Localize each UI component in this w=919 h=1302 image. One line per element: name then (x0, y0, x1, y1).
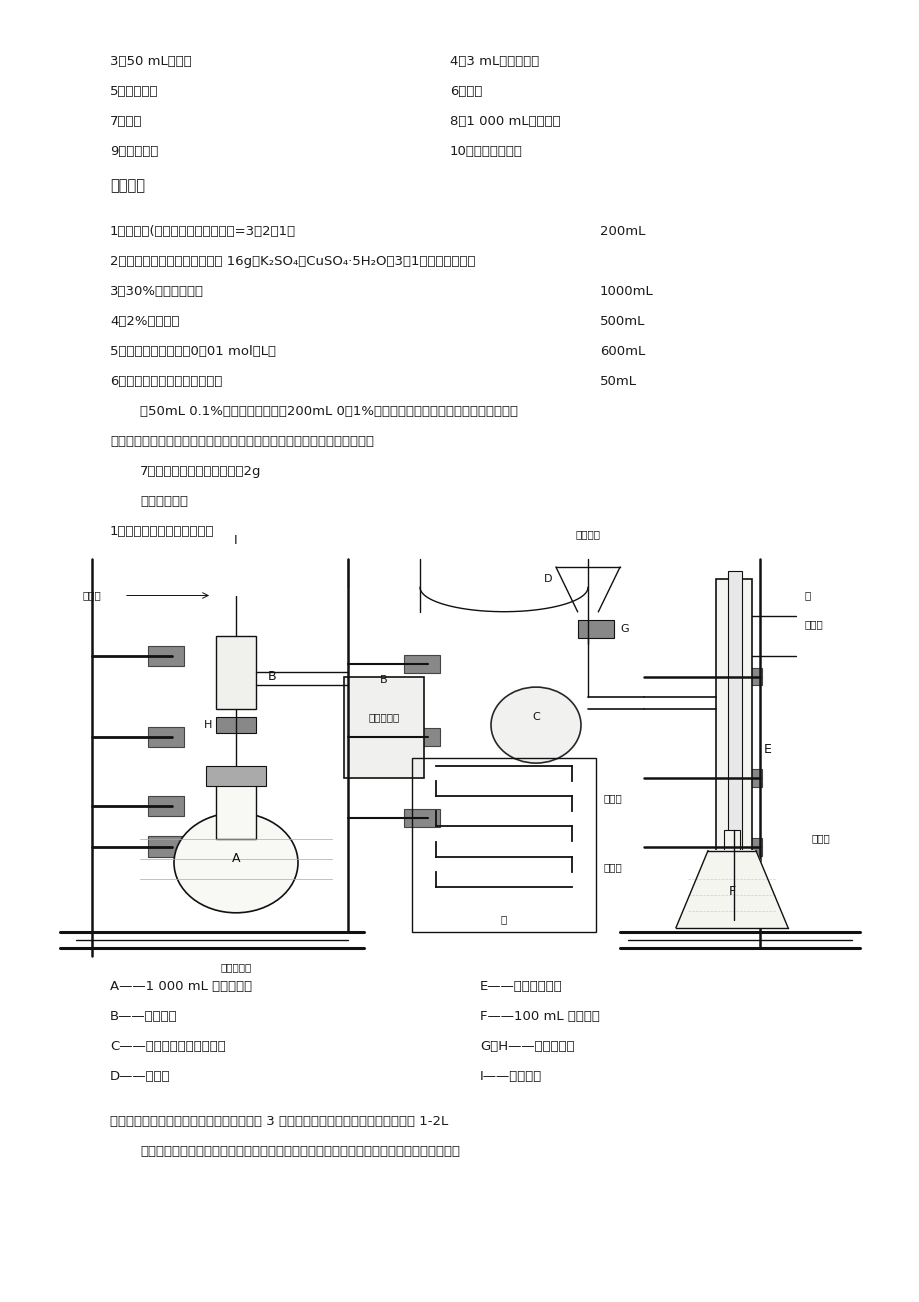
Text: 吸收瓶: 吸收瓶 (811, 833, 830, 844)
Text: 9．小玻璃珠: 9．小玻璃珠 (110, 145, 158, 158)
Bar (403, 810, 439, 827)
Bar (148, 727, 184, 747)
Text: 4．2%硼酸溶液: 4．2%硼酸溶液 (110, 315, 179, 328)
Text: B: B (267, 671, 277, 684)
Ellipse shape (491, 687, 581, 763)
Text: 四、试剂: 四、试剂 (110, 178, 145, 193)
Bar (403, 728, 439, 746)
Text: 500mL: 500mL (599, 315, 644, 328)
Text: G，H——橡皮管夹；: G，H——橡皮管夹； (480, 1040, 574, 1053)
Text: D——漏斗；: D——漏斗； (110, 1070, 170, 1083)
Text: 反应管: 反应管 (604, 793, 622, 803)
Text: C——连有氮气球的蒸馏器；: C——连有氮气球的蒸馏器； (110, 1040, 225, 1053)
Text: 隔热套: 隔热套 (604, 862, 622, 872)
Text: 600mL: 600mL (599, 345, 644, 358)
Bar (403, 655, 439, 673)
Bar (216, 777, 255, 838)
Bar (732, 668, 762, 685)
Bar (206, 766, 266, 786)
Text: 7．市售标准面粉和富强粉各2g: 7．市售标准面粉和富强粉各2g (140, 465, 261, 478)
Text: 3．30%氢氧化钠溶液: 3．30%氢氧化钠溶液 (110, 285, 204, 298)
Ellipse shape (174, 812, 298, 913)
Text: 5．分析天甲: 5．分析天甲 (110, 85, 158, 98)
Text: 由50mL 0.1%甲烯蓝乙醇溶液与200mL 0．1%甲基红乙醇溶液混合配成，贮于棕色瓶中: 由50mL 0.1%甲烯蓝乙醇溶液与200mL 0．1%甲基红乙醇溶液混合配成，… (140, 405, 517, 418)
Bar (412, 758, 596, 932)
Bar (732, 837, 762, 855)
Bar (148, 646, 184, 667)
Text: 样品入口: 样品入口 (575, 529, 600, 539)
Bar (216, 717, 255, 733)
Text: 1000mL: 1000mL (599, 285, 653, 298)
Text: 8．1 000 mL蒸馏烧瓶: 8．1 000 mL蒸馏烧瓶 (449, 115, 560, 128)
Text: 1．凯氏定氮仪的构造和安装: 1．凯氏定氮仪的构造和安装 (110, 525, 214, 538)
Text: 五、操作方法: 五、操作方法 (140, 495, 187, 508)
Text: E: E (763, 743, 771, 756)
Text: I: I (234, 534, 237, 547)
Text: 水: 水 (803, 591, 810, 600)
Text: 200mL: 200mL (599, 225, 644, 238)
Bar (578, 620, 613, 638)
Bar (715, 579, 751, 911)
Text: F——100 mL 锥形瓶；: F——100 mL 锥形瓶； (480, 1010, 599, 1023)
Text: B——安全瓶；: B——安全瓶； (110, 1010, 177, 1023)
Text: B: B (380, 674, 388, 685)
Text: 6．混合指示剂（田氏指示剂）: 6．混合指示剂（田氏指示剂） (110, 375, 222, 388)
Bar (727, 572, 741, 919)
Text: 备用。这种指示剂酸性时为紫红色，碱性时为绿色。变色范围很窄且灵敏。: 备用。这种指示剂酸性时为紫红色，碱性时为绿色。变色范围很窄且灵敏。 (110, 435, 374, 448)
Text: 水: 水 (500, 914, 506, 924)
Text: A: A (232, 853, 240, 866)
Text: A——1 000 mL 圆底烧瓶；: A——1 000 mL 圆底烧瓶； (110, 980, 252, 993)
Text: 1．消化液(过氧化氢：浓硫酸：水=3：2：1）: 1．消化液(过氧化氢：浓硫酸：水=3：2：1） (110, 225, 296, 238)
Text: 3．50 mL容量瓶: 3．50 mL容量瓶 (110, 55, 191, 68)
Bar (216, 635, 255, 708)
Text: 汽水分离管: 汽水分离管 (368, 712, 399, 723)
Text: F: F (728, 884, 735, 897)
Bar (344, 677, 424, 777)
Bar (148, 836, 184, 857)
Text: 6．烘箱: 6．烘箱 (449, 85, 482, 98)
Text: 2．粉末硫酸钾一硫酸铜混合物 16g，K₂SO₄与CuSO₄·5H₂O以3：1配比研磨混合。: 2．粉末硫酸钾一硫酸铜混合物 16g，K₂SO₄与CuSO₄·5H₂O以3：1配… (110, 255, 475, 268)
Text: I——安全管。: I——安全管。 (480, 1070, 541, 1083)
Text: 10．远红外消煮炉: 10．远红外消煮炉 (449, 145, 522, 158)
Text: 安全管: 安全管 (83, 591, 101, 600)
Text: 7．电炉: 7．电炉 (110, 115, 142, 128)
Text: 50mL: 50mL (599, 375, 636, 388)
Bar (148, 796, 184, 816)
Bar (732, 769, 762, 786)
Text: 冷凝管: 冷凝管 (803, 618, 822, 629)
Text: （升）容积的烧瓶。蒸汽发生器借橡皮管与反应管相连，反应管上端有一个玻璃杯，其上端: （升）容积的烧瓶。蒸汽发生器借橡皮管与反应管相连，反应管上端有一个玻璃杯，其上端 (140, 1144, 459, 1157)
Text: D: D (543, 574, 551, 585)
Text: 5．标准盐酸溶液（约0．01 mol／L）: 5．标准盐酸溶液（约0．01 mol／L） (110, 345, 276, 358)
Text: H: H (203, 720, 211, 730)
Text: 凯氏定氮仪由蒸汽发生器、反应管及冷凝器 3 部分组成。蒸汽发生器包括电炉及一个 1-2L: 凯氏定氮仪由蒸汽发生器、反应管及冷凝器 3 部分组成。蒸汽发生器包括电炉及一个 … (110, 1115, 448, 1128)
Polygon shape (675, 850, 788, 927)
Text: 4．3 mL微量滴定管: 4．3 mL微量滴定管 (449, 55, 539, 68)
Text: G: G (619, 624, 628, 634)
Text: 蒸汽发生瓶: 蒸汽发生瓶 (221, 962, 252, 973)
Bar (723, 831, 739, 850)
Text: C: C (531, 712, 539, 723)
Text: E——直形冷凝管；: E——直形冷凝管； (480, 980, 562, 993)
